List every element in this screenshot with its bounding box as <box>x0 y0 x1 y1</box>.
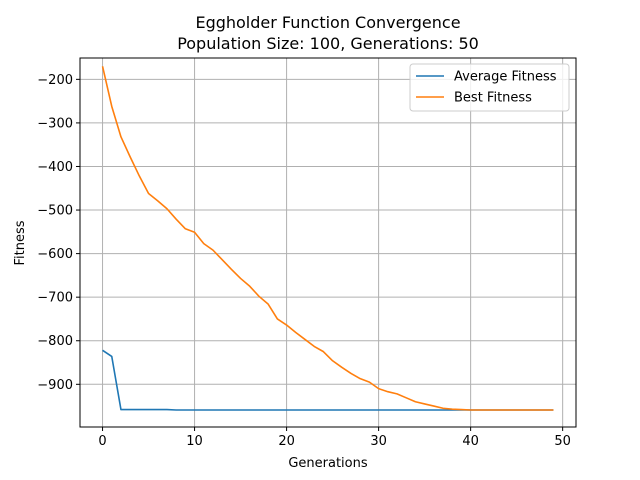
legend-box <box>409 63 570 112</box>
chart-title: Eggholder Function Convergence Populatio… <box>177 13 479 53</box>
x-tick-label: 20 <box>278 434 295 449</box>
plot-frame <box>79 57 577 428</box>
y-tick-label: −500 <box>37 204 73 219</box>
y-tick-label: −700 <box>37 291 73 306</box>
grid-lines <box>80 58 576 427</box>
y-tick-label: −300 <box>37 116 73 131</box>
y-tick-label: −400 <box>37 160 73 175</box>
series-line-0 <box>102 349 554 411</box>
chart-title-line-1: Eggholder Function Convergence <box>195 13 460 32</box>
y-tick-label: −800 <box>37 334 73 349</box>
x-axis-ticks: 0 10 20 30 40 50 <box>98 427 571 449</box>
y-tick-label: −200 <box>37 73 73 88</box>
series-line-1 <box>101 66 554 411</box>
x-tick-label: 0 <box>98 434 106 449</box>
y-tick-label: −900 <box>37 378 73 393</box>
legend: Average Fitness Best Fitness <box>409 63 570 112</box>
y-tick-label: −600 <box>37 247 73 262</box>
x-tick-label: 50 <box>554 434 571 449</box>
legend-label: Average Fitness <box>454 70 557 85</box>
series-lines <box>101 66 554 411</box>
y-axis-label: Fitness <box>13 220 28 265</box>
x-tick-label: 40 <box>462 434 479 449</box>
y-axis-ticks: −200 −300 −400 −500 −600 −700 −800 −900 <box>37 73 80 393</box>
x-axis-label: Generations <box>288 456 368 471</box>
x-tick-label: 10 <box>186 434 203 449</box>
x-tick-label: 30 <box>370 434 387 449</box>
chart-title-line-2: Population Size: 100, Generations: 50 <box>177 34 479 53</box>
legend-label: Best Fitness <box>454 91 532 106</box>
